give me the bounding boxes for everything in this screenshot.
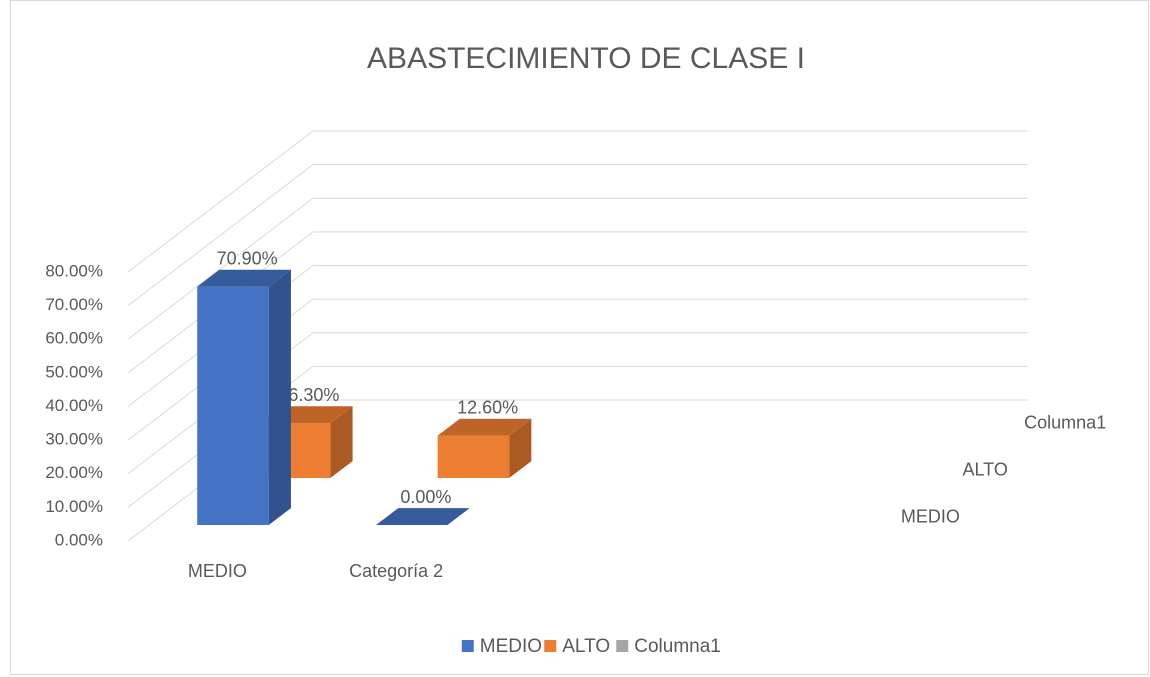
y-tick-label: 0.00% xyxy=(55,530,103,549)
y-tick-label: 40.00% xyxy=(45,396,103,415)
y-tick-label: 30.00% xyxy=(45,430,103,449)
data-label: 0.00% xyxy=(400,487,451,507)
x-tick-label: MEDIO xyxy=(188,561,247,581)
legend-label: MEDIO xyxy=(480,636,542,657)
legend-swatch xyxy=(616,640,629,652)
y-tick-label: 20.00% xyxy=(45,463,103,482)
y-tick-label: 60.00% xyxy=(45,329,103,348)
legend-swatch xyxy=(461,640,474,652)
grid-line xyxy=(127,130,1028,273)
chart-frame xyxy=(10,0,1149,675)
depth-label: Columna1 xyxy=(1024,412,1106,432)
grid-line xyxy=(127,164,1028,307)
grid-line xyxy=(127,298,1028,441)
x-tick-label: Categoría 2 xyxy=(349,561,443,581)
grid-line xyxy=(127,231,1028,374)
grid-line xyxy=(127,365,1028,508)
bar-top xyxy=(437,418,532,436)
bar-top xyxy=(197,269,291,287)
bar-side xyxy=(509,418,532,479)
depth-label: ALTO xyxy=(963,459,1008,479)
grid-line xyxy=(127,332,1028,475)
legend-label: Columna1 xyxy=(634,636,721,657)
bar-side xyxy=(268,269,291,526)
grid-line xyxy=(127,399,1028,542)
y-tick-label: 70.00% xyxy=(45,295,103,314)
bar-front xyxy=(437,435,510,479)
y-tick-label: 10.00% xyxy=(45,497,103,516)
legend-swatch xyxy=(544,640,557,652)
grid-line xyxy=(127,265,1028,407)
bar-front xyxy=(197,286,269,526)
y-tick-label: 80.00% xyxy=(45,261,103,280)
bar-side xyxy=(330,406,353,479)
data-label: 12.60% xyxy=(457,397,518,417)
y-tick-label: 50.00% xyxy=(45,362,103,381)
data-label: 70.90% xyxy=(217,248,278,268)
grid-line xyxy=(127,197,1028,340)
data-label: 16.30% xyxy=(278,385,339,405)
bar-top xyxy=(375,508,470,526)
depth-label: MEDIO xyxy=(901,506,960,526)
legend-label: ALTO xyxy=(562,636,610,657)
chart-title: ABASTECIMIENTO DE CLASE I xyxy=(367,42,805,75)
